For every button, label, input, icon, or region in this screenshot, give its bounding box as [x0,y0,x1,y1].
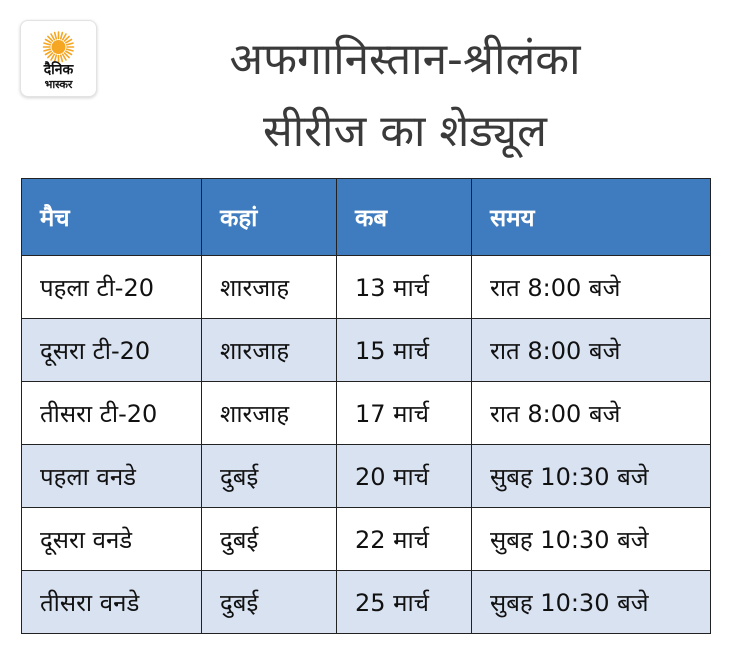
table-row: तीसरा वनडे दुबई 25 मार्च सुबह 10:30 बजे [21,570,711,634]
sun-ray [63,52,70,59]
page-title-line2: सीरीज का शेड्यूल [263,106,547,157]
sun-ray [44,50,52,56]
venue-cell: शारजाह [201,381,337,445]
sun-ray [47,52,54,59]
table-row: दूसरा वनडे दुबई 22 मार्च सुबह 10:30 बजे [21,507,711,571]
date-cell: 22 मार्च [336,507,472,571]
sun-ray [59,54,64,63]
header-match: मैच [21,178,202,256]
table-row: पहला टी-20 शारजाह 13 मार्च रात 8:00 बजे [21,255,711,319]
sun-ray [65,42,74,46]
match-cell: दूसरा टी-20 [21,318,202,382]
sun-ray [59,31,64,40]
sun-ray [47,35,54,42]
sun-ray [65,48,74,52]
dainik-bhaskar-logo: दैनिक भास्कर [20,20,97,97]
venue-cell: शारजाह [201,255,337,319]
date-cell: 20 मार्च [336,444,472,508]
sun-ray [61,53,67,61]
time-cell: रात 8:00 बजे [471,381,711,445]
sun-ray [65,38,73,44]
sun-ray [53,54,58,63]
date-cell: 13 मार्च [336,255,472,319]
venue-cell: दुबई [201,507,337,571]
header-time: समय [471,178,711,256]
venue-cell: दुबई [201,570,337,634]
header-venue: कहां [201,178,337,256]
table-row: दूसरा टी-20 शारजाह 15 मार्च रात 8:00 बजे [21,318,711,382]
date-cell: 17 मार्च [336,381,472,445]
schedule-table: मैच कहां कब समय पहला टी-20 शारजाह 13 मार… [21,178,711,634]
match-cell: पहला टी-20 [21,255,202,319]
time-cell: सुबह 10:30 बजे [471,570,711,634]
time-cell: रात 8:00 बजे [471,255,711,319]
match-cell: पहला वनडे [21,444,202,508]
date-cell: 15 मार्च [336,318,472,382]
sun-ray [53,31,58,40]
sun-ray [44,38,52,44]
sun-ray [50,53,56,61]
match-cell: दूसरा वनडे [21,507,202,571]
page-title-line1: अफगानिस्तान-श्रीलंका [229,34,581,85]
venue-cell: शारजाह [201,318,337,382]
time-cell: रात 8:00 बजे [471,318,711,382]
date-cell: 25 मार्च [336,570,472,634]
time-cell: सुबह 10:30 बजे [471,444,711,508]
table-row: तीसरा टी-20 शारजाह 17 मार्च रात 8:00 बजे [21,381,711,445]
logo-text-dainik: दैनिक [43,62,74,78]
sun-ray [43,48,52,52]
table-header-row: मैच कहां कब समय [21,178,711,256]
sun-ray [65,50,73,56]
logo-text-bhaskar: भास्कर [44,78,73,91]
match-cell: तीसरा टी-20 [21,381,202,445]
header-date: कब [336,178,472,256]
match-cell: तीसरा वनडे [21,570,202,634]
sun-icon [42,31,75,63]
venue-cell: दुबई [201,444,337,508]
sun-ray [50,33,56,41]
sun-ray [61,33,67,41]
time-cell: सुबह 10:30 बजे [471,507,711,571]
sun-ray [63,35,70,42]
table-row: पहला वनडे दुबई 20 मार्च सुबह 10:30 बजे [21,444,711,508]
sun-ray [43,42,52,46]
